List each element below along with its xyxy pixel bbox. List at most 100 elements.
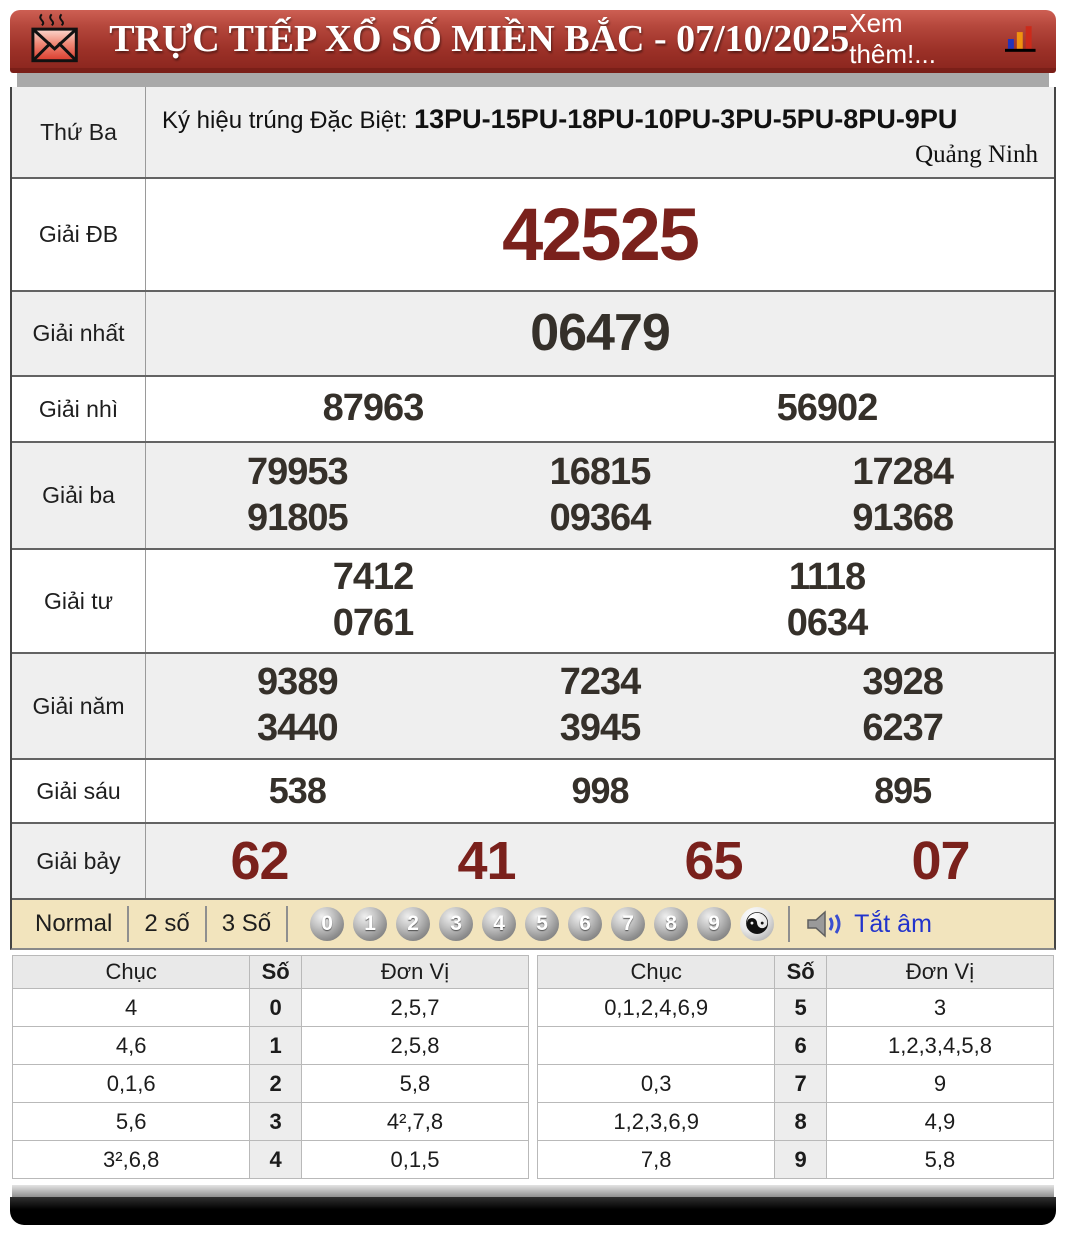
prize-label: Giải bảy: [12, 824, 146, 898]
prize-number: 0761: [332, 602, 415, 644]
prize-label: Giải nhì: [12, 377, 146, 441]
digit-ball-2[interactable]: 2: [396, 907, 431, 941]
prize-number: 3928: [862, 661, 944, 704]
donvi-cell: 2,5,8: [300, 1026, 530, 1065]
chuc-cell: 0,1,2,4,6,9: [536, 988, 776, 1027]
prize-number: 42525: [502, 192, 700, 276]
donvi-cell: 9: [825, 1064, 1055, 1103]
so-cell: 0: [249, 988, 302, 1027]
footer-gray-strip: [12, 1185, 1054, 1197]
toolbar: Normal 2 số 3 Số 0 1 2 3 4 5 6 7 8 9 ☯ T…: [10, 900, 1056, 950]
prize-label: Giải sáu: [12, 760, 146, 822]
row-day-sign: Thứ Ba Ký hiệu trúng Đặc Biệt: 13PU-15PU…: [12, 87, 1054, 179]
table-row: 4 0 2,5,7: [11, 988, 530, 1027]
donvi-cell: 3: [825, 988, 1055, 1027]
prize-label: Giải ba: [12, 443, 146, 548]
sign-value: 13PU-15PU-18PU-10PU-3PU-5PU-8PU-9PU: [414, 104, 958, 134]
separator: [286, 906, 289, 942]
separator: [127, 906, 130, 942]
prize-number: 6237: [862, 707, 944, 749]
prize-number: 91805: [246, 496, 349, 539]
yin-yang-icon[interactable]: ☯: [740, 907, 775, 941]
row-fifth-prize: Giải năm 9389 7234 3928 3440 3945 6237: [12, 654, 1054, 760]
digit-ball-4[interactable]: 4: [482, 907, 517, 941]
prize-number: 7412: [332, 556, 415, 599]
digit-ball-7[interactable]: 7: [611, 907, 646, 941]
digit-ball-0[interactable]: 0: [310, 907, 345, 941]
prize-number: 06479: [530, 303, 671, 362]
table-row: 4,6 1 2,5,8: [11, 1026, 530, 1065]
col-header-chuc: Chục: [11, 955, 251, 989]
so-cell: 7: [774, 1064, 827, 1103]
chuc-cell: [536, 1026, 776, 1065]
prize-number: 09364: [549, 496, 652, 539]
col-header-so: Số: [774, 955, 827, 989]
table-row: 6 1,2,3,4,5,8: [536, 1026, 1055, 1065]
col-header-donvi: Đơn Vị: [825, 955, 1055, 989]
prize-number: 79953: [246, 450, 349, 493]
table-row: 0,1,6 2 5,8: [11, 1064, 530, 1103]
page-title: TRỰC TIẾP XỔ SỐ MIỀN BẮC - 07/10/2025: [109, 18, 850, 60]
prize-number: 3440: [257, 707, 339, 749]
lottery-widget: TRỰC TIẾP XỔ SỐ MIỀN BẮC - 07/10/2025 Xe…: [10, 8, 1056, 1225]
header-divider: [17, 73, 1049, 87]
prize-label: Giải ĐB: [12, 179, 146, 290]
prize-number: 07: [911, 830, 970, 891]
prize-number: 65: [684, 830, 743, 891]
mode-3so-button[interactable]: 3 Số: [221, 910, 272, 937]
prize-number: 998: [571, 770, 629, 812]
chuc-cell: 7,8: [536, 1140, 776, 1179]
table-header-row: Chục Số Đơn Vị: [536, 955, 1055, 989]
prize-label: Giải năm: [12, 654, 146, 758]
mute-button[interactable]: Tắt âm: [806, 909, 932, 939]
envelope-icon: [31, 13, 78, 63]
day-label: Thứ Ba: [12, 87, 146, 177]
mode-2so-button[interactable]: 2 số: [144, 910, 190, 937]
chuc-cell: 0,1,6: [11, 1064, 251, 1103]
prize-label: Giải tư: [12, 550, 146, 652]
see-more-label: Xem thêm!...: [849, 8, 936, 69]
donvi-cell: 5,8: [300, 1064, 530, 1103]
chuc-cell: 0,3: [536, 1064, 776, 1103]
table-row: 1,2,3,6,9 8 4,9: [536, 1102, 1055, 1141]
prize-number: 17284: [852, 450, 954, 493]
table-row: 3²,6,8 4 0,1,5: [11, 1140, 530, 1179]
digit-ball-6[interactable]: 6: [568, 907, 603, 941]
prize-number: 538: [268, 770, 327, 812]
donvi-cell: 1,2,3,4,5,8: [825, 1026, 1055, 1065]
donvi-cell: 4,9: [825, 1102, 1055, 1141]
digit-ball-group: 0 1 2 3 4 5 6 7 8 9 ☯: [310, 907, 775, 941]
digit-ball-8[interactable]: 8: [654, 907, 689, 941]
col-header-so: Số: [249, 955, 302, 989]
col-header-chuc: Chục: [536, 955, 776, 989]
so-cell: 6: [774, 1026, 827, 1065]
digit-ball-5[interactable]: 5: [525, 907, 560, 941]
digit-ball-9[interactable]: 9: [697, 907, 732, 941]
see-more-link[interactable]: Xem thêm!...: [849, 8, 1040, 70]
prize-number: 16815: [549, 450, 652, 493]
so-cell: 3: [249, 1102, 302, 1141]
prize-number: 87963: [322, 387, 425, 430]
so-cell: 4: [249, 1140, 302, 1179]
prize-number: 0634: [786, 602, 869, 644]
so-cell: 5: [774, 988, 827, 1027]
so-cell: 8: [774, 1102, 827, 1141]
prize-number: 895: [874, 770, 932, 812]
donvi-cell: 5,8: [825, 1140, 1055, 1179]
prize-number: 41: [457, 830, 516, 891]
digit-ball-3[interactable]: 3: [439, 907, 474, 941]
prize-number: 56902: [776, 387, 879, 430]
digit-ball-1[interactable]: 1: [353, 907, 388, 941]
footer: [10, 1185, 1056, 1225]
prize-label: Giải nhất: [12, 292, 146, 375]
prize-number: 9389: [257, 661, 339, 704]
province-name: Quảng Ninh: [915, 141, 1038, 168]
chuc-cell: 4: [11, 988, 251, 1027]
prize-number: 3945: [559, 707, 642, 749]
table-row: 0,3 7 9: [536, 1064, 1055, 1103]
chuc-cell: 3²,6,8: [11, 1140, 251, 1179]
row-first-prize: Giải nhất 06479: [12, 292, 1054, 377]
speaker-icon: [807, 910, 841, 938]
mute-label: Tắt âm: [854, 909, 932, 938]
mode-normal-button[interactable]: Normal: [35, 910, 113, 937]
